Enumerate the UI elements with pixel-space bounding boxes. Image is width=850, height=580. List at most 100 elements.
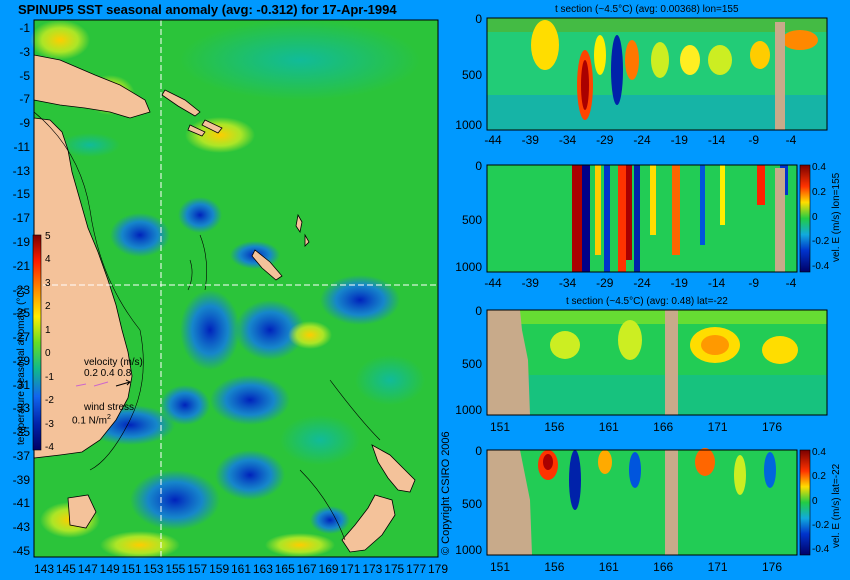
map-lon-tick: 159 (209, 562, 230, 576)
panel-1-frame (486, 17, 828, 131)
australia-land (33, 117, 133, 459)
panel-1-x-tick: -34 (558, 133, 577, 147)
map-lon-tick: 153 (143, 562, 164, 576)
panel-3-title: t section (~4.5°C) (avg: 0.48) lat=-22 (566, 296, 728, 307)
panel-2-x-tick: -19 (670, 276, 688, 290)
panel-2-y-tick: 500 (461, 212, 482, 227)
map-lat-tick: -31 (12, 377, 30, 392)
panel-1-x-tick: -39 (521, 133, 539, 147)
sst-colorbar-label: temperature seasonal anomaly (°C) (16, 287, 27, 445)
map-lat-tick: -1 (19, 21, 30, 35)
panel-1-section (486, 17, 828, 131)
panel-2-y-tick: 0 (475, 159, 482, 173)
sst-colorbar-tick: -3 (45, 418, 54, 430)
nz-contour (299, 379, 381, 541)
sst-colorbar-tick: -4 (45, 442, 54, 453)
new-zealand-land (341, 444, 416, 553)
velocity-scale-arrows (75, 379, 131, 387)
panel-3-x-tick: 161 (598, 420, 619, 434)
new-caledonia-land (251, 249, 283, 281)
panel-3-frame (486, 309, 828, 416)
panel-2-y-tick: 1000 (455, 260, 482, 274)
panel-2-colorbar-tick: 0.2 (812, 186, 826, 198)
panel-3-y-tick: 1000 (455, 403, 482, 417)
panel-1-title: t section (~4.5°C) (avg: 0.00368) lon=15… (555, 4, 739, 15)
map-lat-tick: -3 (19, 44, 30, 59)
panel-4-y-tick: 1000 (455, 543, 482, 557)
vanuatu-land (295, 213, 310, 247)
new-guinea-land (33, 54, 151, 119)
map-lon-tick: 169 (318, 562, 339, 576)
shelf-contour (33, 111, 144, 471)
map-lon-tick: 175 (384, 562, 405, 576)
panel-2-x-tick: -24 (633, 276, 651, 290)
map-lon-tick: 167 (296, 562, 317, 576)
map-lon-tick: 165 (274, 562, 295, 576)
panel-4-x-tick: 166 (653, 560, 674, 574)
map-lon-tick: 173 (362, 562, 383, 576)
map-lon-tick: 155 (165, 562, 186, 576)
map-lat-tick: -9 (19, 116, 30, 131)
panel-3-y-tick: 0 (475, 304, 482, 318)
panel-2-x-tick: -4 (785, 276, 797, 290)
map-lon-tick: 147 (77, 562, 98, 576)
panel-4-colorbar-tick: 0.2 (812, 471, 826, 483)
panel-2-x-tick: -9 (748, 276, 760, 290)
panel-1-x-tick: -29 (596, 133, 614, 147)
map-lat-tick: -27 (12, 330, 30, 345)
panel-4-y-tick: 500 (461, 496, 482, 511)
panel-1-x-tick: -19 (670, 133, 688, 147)
wind-stress-label: wind stress (84, 402, 135, 413)
panel-2-colorbar-tick: -0.4 (812, 261, 830, 272)
wind-stress-scale-exponent: 2 (107, 414, 111, 421)
panel-3-y-tick: 500 (461, 356, 482, 371)
panel-1-y-tick: 0 (475, 12, 482, 26)
panel-3-x-tick: 151 (489, 420, 511, 434)
panel-4-colorbar-tick: 0 (812, 495, 818, 507)
panel-3-x-tick: 171 (707, 420, 728, 434)
panel-4-colorbar-tick: 0.4 (812, 447, 826, 458)
panel-4-ridge (665, 450, 678, 555)
map-lat-tick: -25 (12, 306, 30, 321)
velocity-label: velocity (m/s) (84, 357, 143, 368)
sst-colorbar-tick: 5 (45, 231, 51, 242)
map-lat-tick: -45 (12, 544, 30, 558)
panel-4-colorbar-label: vel. E (m/s) lat=-22 (831, 463, 842, 548)
sst-colorbar-tick: 3 (45, 277, 51, 289)
panel-4-x-tick: 151 (489, 560, 511, 574)
panel-4-section (486, 448, 811, 556)
panel-4-colorbar-tick: -0.4 (812, 544, 830, 555)
map-lon-tick: 171 (340, 562, 361, 576)
panel-1-land (775, 22, 785, 130)
panel-1-x-tick: -4 (785, 133, 797, 147)
panel-2-x-tick: -34 (558, 276, 577, 290)
solomon-islands-land (161, 89, 223, 137)
map-lat-tick: -17 (12, 211, 30, 226)
map-lon-tick: 151 (121, 562, 142, 576)
panel-2-colorbar-tick: 0.4 (812, 162, 826, 173)
map-lat-tick: -43 (12, 520, 30, 535)
panel-2-x-tick: -39 (521, 276, 539, 290)
panel-3-x-tick: 176 (761, 420, 783, 434)
map-lon-tick: 177 (406, 562, 427, 576)
panel-4-y-tick: 0 (475, 444, 482, 458)
wind-stress-scale-value: 0.1 N/m (72, 415, 108, 427)
panel-4-x-tick: 176 (761, 560, 783, 574)
map-lat-tick: -21 (12, 258, 30, 273)
panel-4-x-tick: 156 (544, 560, 565, 574)
map-lat-tick: -11 (13, 139, 30, 154)
panel-1-y-tick: 1000 (455, 118, 482, 132)
map-lon-tick: 145 (55, 562, 76, 576)
map-anomaly-field (30, 20, 425, 559)
copyright-text: © Copyright CSIRO 2006 (440, 431, 452, 555)
sst-colorbar-tick: 2 (45, 301, 51, 313)
map-lat-tick: -29 (12, 353, 30, 368)
panel-1-x-tick: -44 (484, 133, 502, 147)
map-lon-tick: 161 (230, 562, 252, 576)
map-lon-tick: 143 (33, 562, 55, 576)
panel-1-x-tick: -24 (633, 133, 651, 147)
map-lat-tick: -37 (12, 448, 30, 463)
map-title: SPINUP5 SST seasonal anomaly (avg: -0.31… (18, 2, 397, 17)
panel-3-land (487, 310, 530, 415)
